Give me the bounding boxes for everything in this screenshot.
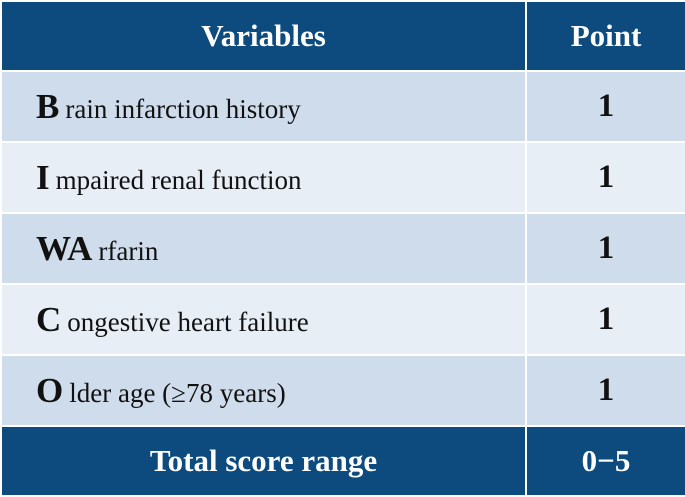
- point-cell: 1: [525, 70, 685, 143]
- header-row: Variables Point: [0, 0, 685, 72]
- variable-rest: rain infarction history: [65, 93, 301, 124]
- variable-initial: O: [36, 370, 64, 410]
- variable-rest: lder age (≥78 years): [69, 377, 286, 408]
- variable-rest: ongestive heart failure: [67, 306, 309, 337]
- variable-cell: WA rfarin: [0, 212, 527, 285]
- variable-rest: rfarin: [98, 235, 159, 266]
- variable-initial: I: [36, 157, 50, 197]
- footer-cell: Total score range: [0, 425, 527, 497]
- point-cell: 1: [525, 354, 685, 427]
- footer-row: Total score range 0−5: [0, 425, 685, 497]
- variable-initial: C: [36, 299, 62, 339]
- footer-cell: 0−5: [525, 425, 685, 497]
- header-cell: Variables: [0, 0, 527, 72]
- point-cell: 1: [525, 212, 685, 285]
- table-row: WA rfarin 1: [0, 212, 685, 285]
- variable-initial: WA: [36, 228, 93, 268]
- point-cell: 1: [525, 141, 685, 214]
- variable-rest: mpaired renal function: [55, 164, 302, 195]
- variable-initial: B: [36, 86, 60, 126]
- header-cell: Point: [525, 0, 685, 72]
- point-cell: 1: [525, 283, 685, 356]
